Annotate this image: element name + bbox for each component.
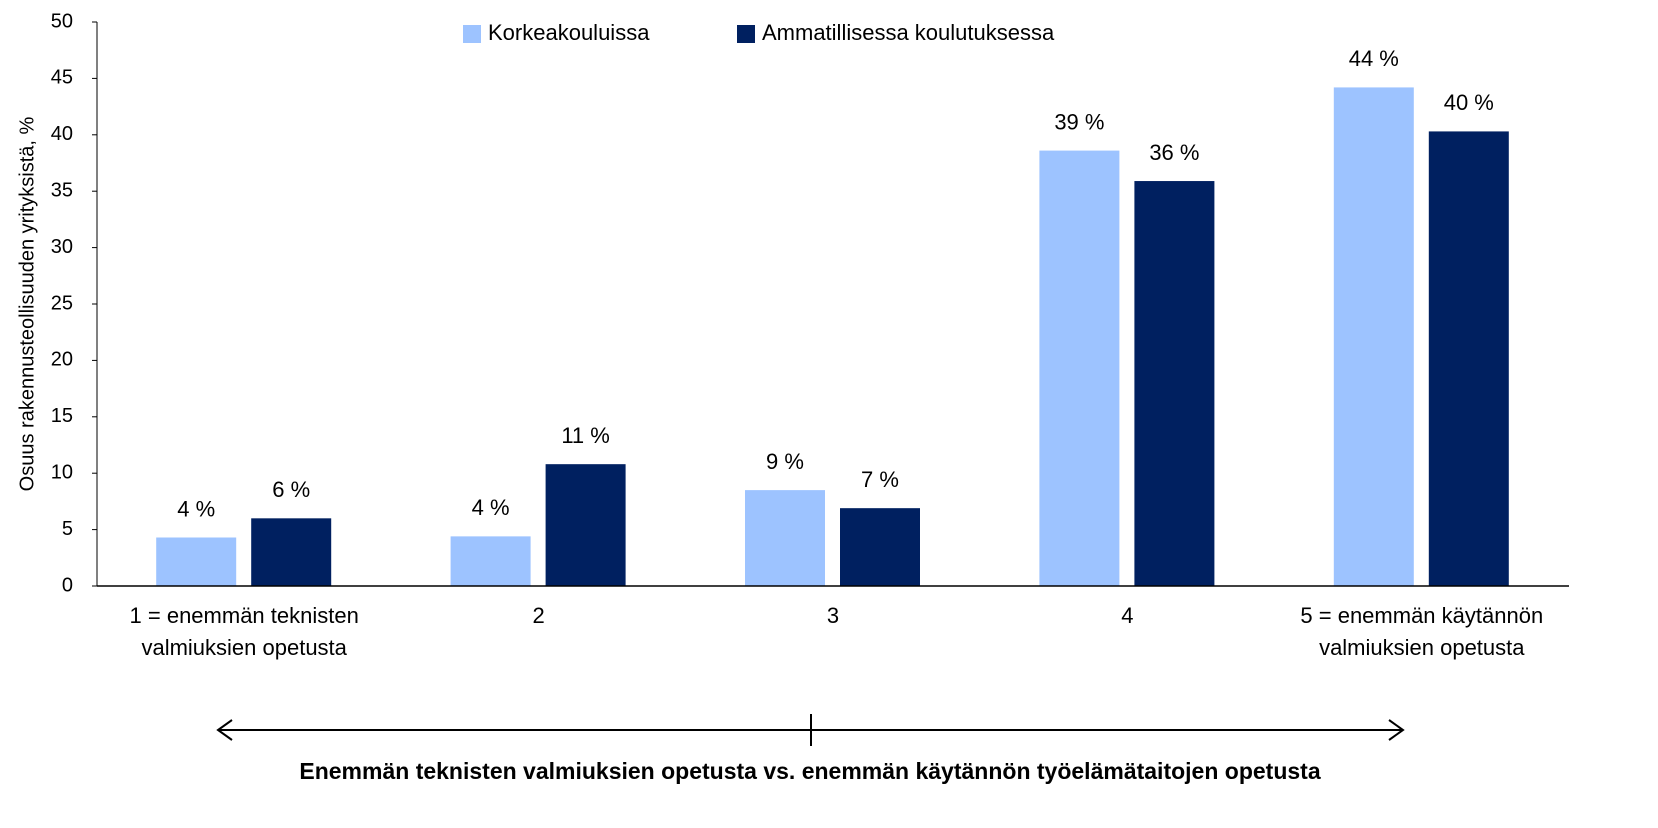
y-tick-label: 5 bbox=[62, 518, 73, 540]
y-tick-label: 35 bbox=[51, 179, 73, 201]
y-tick-label: 0 bbox=[62, 574, 73, 596]
legend-swatch bbox=[737, 25, 755, 43]
value-label: 40 % bbox=[1444, 90, 1494, 115]
bar bbox=[1333, 87, 1414, 586]
x-tick-label: 1 = enemmän teknisten valmiuksien opetus… bbox=[129, 603, 359, 660]
value-label: 39 % bbox=[1054, 109, 1104, 134]
value-label: 4 % bbox=[177, 496, 215, 521]
bar bbox=[745, 490, 825, 586]
value-label: 6 % bbox=[272, 477, 310, 502]
x-tick-label: 2 bbox=[532, 603, 545, 628]
y-tick-label: 25 bbox=[51, 292, 73, 314]
legend-swatch bbox=[463, 25, 481, 43]
y-tick-label: 20 bbox=[51, 349, 73, 371]
y-tick-label: 50 bbox=[51, 10, 73, 32]
bar bbox=[156, 537, 237, 586]
y-tick-label: 10 bbox=[51, 461, 73, 483]
bar bbox=[450, 536, 531, 586]
bar bbox=[1134, 181, 1215, 586]
y-tick-label: 15 bbox=[51, 405, 73, 427]
x-tick-label: 4 bbox=[1121, 603, 1134, 628]
bar bbox=[1039, 150, 1120, 587]
x-axis-label: Enemmän teknisten valmiuksien opetusta v… bbox=[299, 758, 1320, 784]
x-tick-label: 5 = enemmän käytännön valmiuksien opetus… bbox=[1300, 603, 1544, 660]
bar bbox=[1428, 131, 1509, 586]
value-label: 44 % bbox=[1349, 46, 1399, 71]
y-tick-label: 30 bbox=[51, 236, 73, 258]
y-tick-label: 45 bbox=[51, 67, 73, 89]
value-label: 7 % bbox=[861, 467, 899, 492]
x-tick-label: 3 bbox=[826, 603, 840, 628]
value-label: 11 % bbox=[561, 423, 610, 448]
bar bbox=[545, 464, 626, 586]
legend-label: Korkeakouluissa bbox=[488, 20, 650, 45]
value-label: 9 % bbox=[766, 449, 804, 474]
bar bbox=[251, 518, 332, 586]
arrow-head-right bbox=[1388, 719, 1405, 741]
legend-label: Ammatillisessa koulutuksessa bbox=[762, 20, 1055, 45]
y-axis-label: Osuus rakennusteollisuuden yrityksistä, … bbox=[16, 116, 38, 491]
y-tick-label: 40 bbox=[51, 123, 73, 145]
bar bbox=[840, 508, 920, 586]
arrow-head-left bbox=[216, 719, 233, 741]
value-label: 4 % bbox=[472, 495, 510, 520]
value-label: 36 % bbox=[1149, 140, 1199, 165]
